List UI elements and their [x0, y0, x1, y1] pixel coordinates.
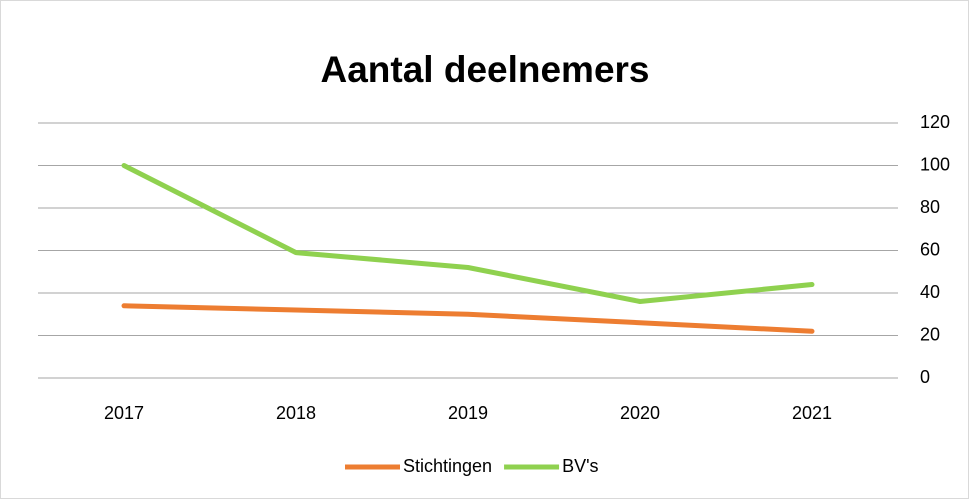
chart-title: Aantal deelnemers [320, 49, 649, 90]
y-tick-label: 40 [920, 282, 940, 302]
series-line [121, 303, 815, 334]
y-tick-label: 80 [920, 197, 940, 217]
legend-label: BV's [562, 456, 598, 476]
y-tick-label: 60 [920, 239, 940, 259]
x-tick-label: 2021 [792, 403, 832, 423]
y-tick-label: 120 [920, 112, 950, 132]
x-tick-label: 2017 [104, 403, 144, 423]
y-tick-label: 0 [920, 367, 930, 387]
x-tick-label: 2018 [276, 403, 316, 423]
series-line [121, 163, 815, 304]
y-tick-label: 20 [920, 324, 940, 344]
x-tick-label: 2020 [620, 403, 660, 423]
y-tick-label: 100 [920, 154, 950, 174]
x-tick-label: 2019 [448, 403, 488, 423]
legend-label: Stichtingen [403, 456, 492, 476]
